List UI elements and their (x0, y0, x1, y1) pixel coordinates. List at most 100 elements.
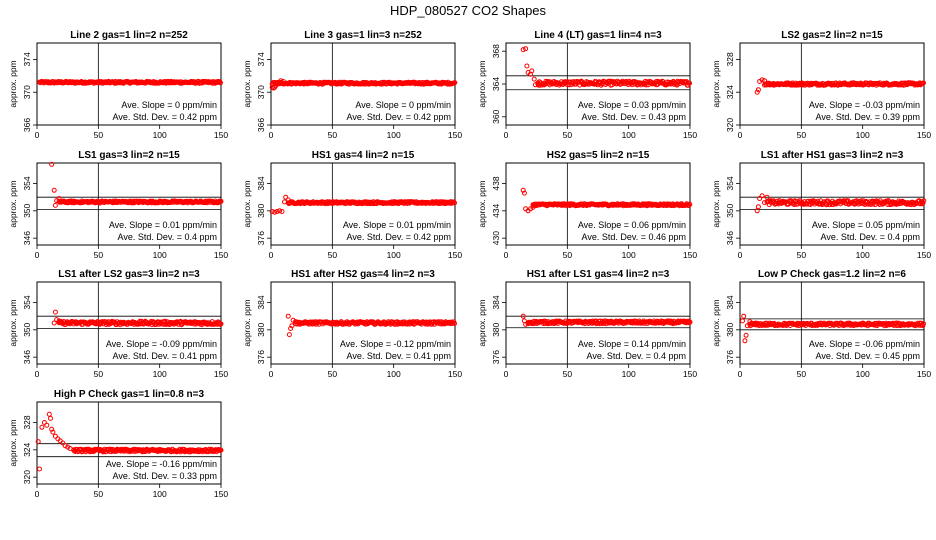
data-point (39, 424, 45, 430)
x-tick-label: 0 (504, 369, 509, 379)
x-tick-label: 0 (35, 489, 40, 499)
data-point (289, 323, 295, 329)
x-tick-label: 0 (269, 130, 274, 140)
chart-title: HS1 after HS2 gas=4 lin=2 n=3 (291, 269, 435, 280)
y-tick-label: 376 (256, 231, 266, 245)
y-tick-label: 354 (725, 176, 735, 190)
std-dev-annotation: Ave. Std. Dev. = 0.41 ppm (347, 351, 451, 361)
data-point (218, 321, 224, 327)
chart-title: Low P Check gas=1.2 lin=2 n=6 (758, 269, 906, 280)
x-tick-label: 0 (504, 130, 509, 140)
x-tick-label: 0 (504, 250, 509, 260)
data-point (452, 321, 457, 326)
data-point (452, 200, 457, 206)
y-tick-label: 376 (256, 350, 266, 364)
x-tick-label: 50 (94, 130, 104, 140)
data-point (49, 426, 55, 432)
y-tick-label: 434 (491, 203, 501, 217)
data-point (51, 320, 57, 326)
std-dev-annotation: Ave. Std. Dev. = 0.42 ppm (347, 232, 451, 242)
y-tick-label: 320 (725, 118, 735, 132)
std-dev-annotation: Ave. Std. Dev. = 0.46 ppm (582, 232, 686, 242)
chart-title: HS1 after LS1 gas=4 lin=2 n=3 (527, 269, 670, 280)
data-point (529, 68, 535, 74)
chart-title: Line 3 gas=1 lin=3 n=252 (304, 30, 422, 41)
y-axis-label: approx. ppm (8, 419, 18, 466)
y-tick-label: 350 (22, 203, 32, 217)
data-series (35, 411, 224, 472)
y-tick-label: 380 (491, 322, 501, 336)
data-point (52, 433, 58, 439)
chart-panel-2: Line 3 gas=1 lin=3 n=252 0 50 100 150 366 370 3… (242, 30, 462, 140)
x-tick-label: 100 (856, 369, 870, 379)
plot-frame (739, 281, 925, 365)
data-point (759, 193, 765, 199)
std-dev-annotation: Ave. Std. Dev. = 0.42 ppm (113, 112, 217, 122)
data-point (37, 466, 42, 472)
data-point (286, 332, 292, 338)
x-tick-label: 50 (797, 250, 807, 260)
x-tick-label: 100 (387, 369, 401, 379)
data-point (742, 338, 748, 344)
chart-panel-9: LS1 after LS2 gas=3 lin=2 n=3 0 50 100 150 34… (8, 269, 228, 379)
data-point (272, 209, 278, 215)
x-tick-label: 100 (856, 250, 870, 260)
chart-title: LS1 after HS1 gas=3 lin=2 n=3 (761, 150, 904, 161)
y-tick-label: 324 (22, 442, 32, 456)
x-tick-label: 150 (214, 489, 228, 499)
data-point (520, 47, 526, 53)
slope-annotation: Ave. Slope = -0.09 ppm/min (106, 339, 217, 349)
std-dev-annotation: Ave. Std. Dev. = 0.42 ppm (347, 112, 451, 122)
data-point (283, 194, 289, 200)
x-tick-label: 150 (917, 130, 931, 140)
y-axis-label: approx. ppm (8, 60, 18, 107)
data-point (48, 415, 53, 421)
y-tick-label: 384 (491, 295, 501, 309)
std-dev-annotation: Ave. Std. Dev. = 0.43 ppm (582, 112, 686, 122)
y-tick-label: 324 (725, 85, 735, 99)
panel-grid: Line 2 gas=1 lin=2 n=252 0 50 100 150 366 370 3… (8, 30, 931, 499)
std-dev-annotation: Ave. Std. Dev. = 0.39 ppm (816, 112, 920, 122)
data-point (62, 443, 68, 449)
x-tick-label: 100 (856, 130, 870, 140)
data-point (54, 317, 60, 323)
x-tick-label: 150 (214, 130, 228, 140)
chart-panel-5: LS1 gas=3 lin=2 n=15 0 50 100 150 346 350 354 ap… (8, 150, 228, 260)
x-tick-label: 150 (448, 369, 462, 379)
data-point (743, 332, 749, 338)
std-dev-annotation: Ave. Std. Dev. = 0.4 ppm (587, 351, 686, 361)
y-tick-label: 430 (491, 231, 501, 245)
std-dev-annotation: Ave. Std. Dev. = 0.4 ppm (118, 232, 217, 242)
y-tick-label: 354 (22, 295, 32, 309)
y-tick-label: 368 (491, 44, 501, 58)
x-tick-label: 0 (738, 369, 743, 379)
data-point (46, 411, 52, 417)
data-point (41, 420, 47, 425)
chart-title: HS2 gas=5 lin=2 n=15 (547, 150, 650, 161)
chart-panel-7: HS2 gas=5 lin=2 n=15 0 50 100 150 430 434 438 ap… (477, 150, 697, 260)
y-tick-label: 364 (491, 77, 501, 91)
chart-panel-6: HS1 gas=4 lin=2 n=15 0 50 100 150 376 380 384 ap… (242, 150, 462, 260)
slope-annotation: Ave. Slope = 0.06 ppm/min (578, 220, 686, 230)
data-point (687, 319, 693, 325)
data-point (686, 320, 692, 326)
x-tick-label: 50 (94, 489, 104, 499)
y-axis-label: approx. ppm (8, 299, 18, 346)
x-tick-label: 100 (387, 130, 401, 140)
data-point (218, 447, 224, 453)
page-title: HDP_080527 CO2 Shapes (390, 3, 547, 18)
x-tick-label: 50 (94, 250, 104, 260)
data-series (49, 161, 224, 208)
x-tick-label: 100 (622, 250, 636, 260)
slope-annotation: Ave. Slope = 0.03 ppm/min (578, 100, 686, 110)
x-tick-label: 0 (35, 130, 40, 140)
data-series (285, 313, 457, 338)
x-tick-label: 50 (563, 130, 573, 140)
x-tick-label: 150 (214, 250, 228, 260)
data-series (520, 313, 693, 327)
y-tick-label: 384 (256, 295, 266, 309)
data-point (757, 196, 763, 201)
chart-panel-11: HS1 after LS1 gas=4 lin=2 n=3 0 50 100 150 37… (477, 269, 697, 379)
y-tick-label: 374 (256, 52, 266, 66)
